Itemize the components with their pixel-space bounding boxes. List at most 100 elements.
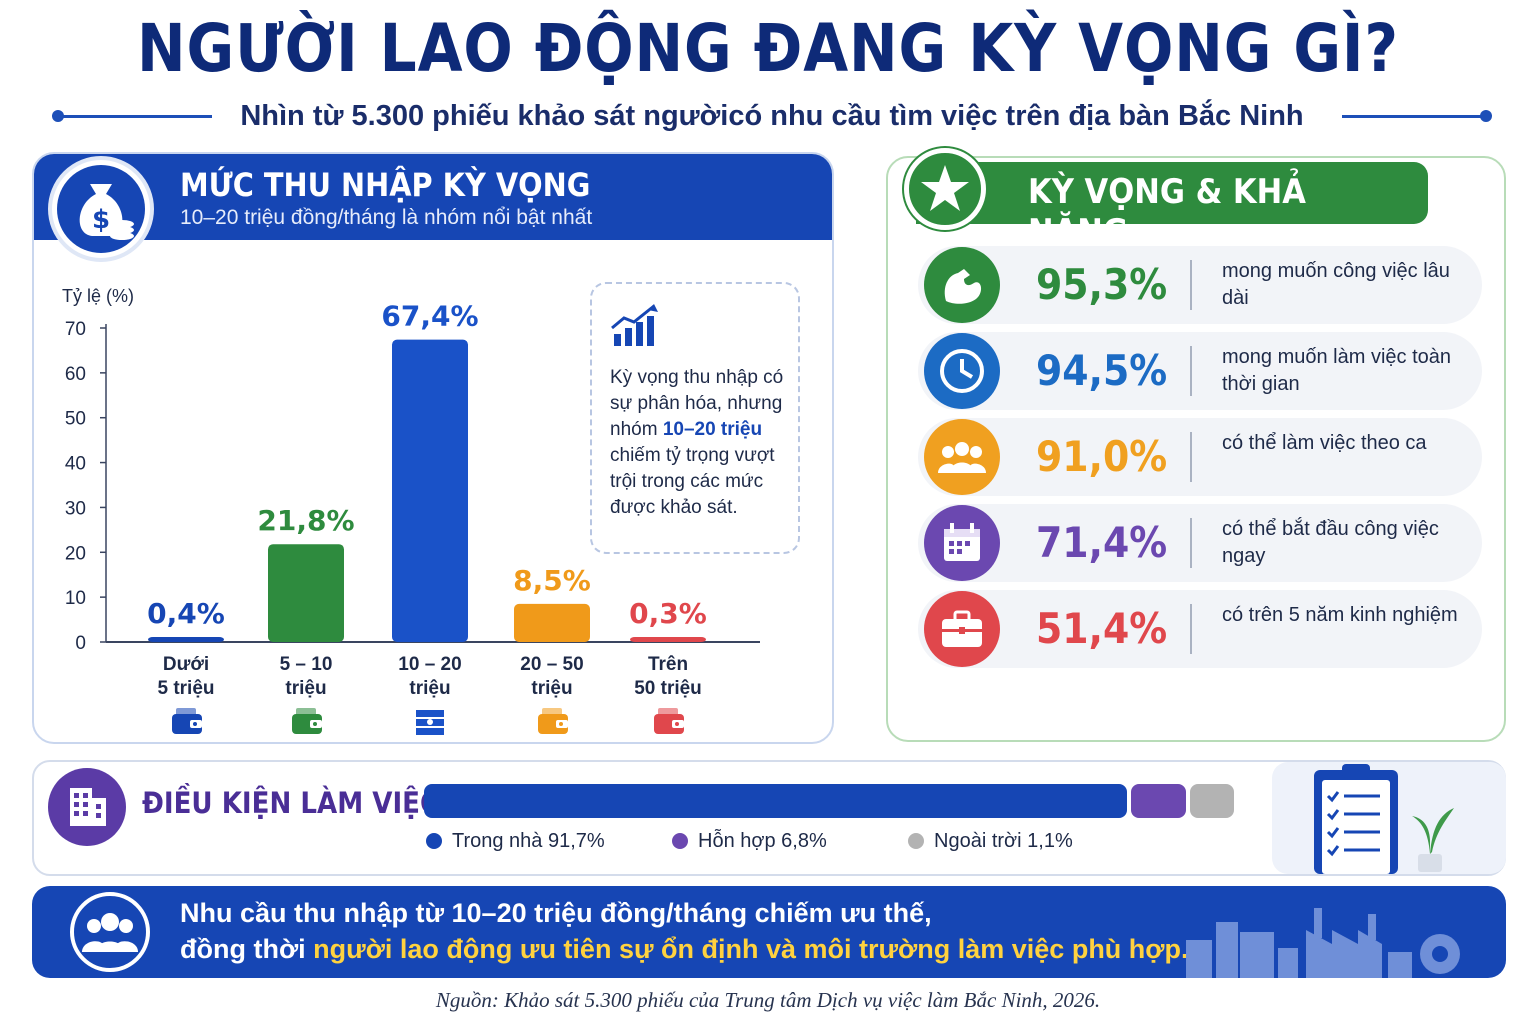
clock-icon xyxy=(924,333,1000,409)
conditions-segment-2 xyxy=(1190,784,1234,818)
expectation-divider xyxy=(1190,604,1192,654)
bar-value-label: 21,8% xyxy=(257,504,354,537)
subtitle-line-right xyxy=(1342,115,1484,118)
wallet-icon xyxy=(654,708,684,734)
income-title: MỨC THU NHẬP KỲ VỌNG xyxy=(180,166,591,204)
income-subtitle: 10–20 triệu đồng/tháng là nhóm nổi bật n… xyxy=(180,206,593,229)
expectations-title: KỲ VỌNG & KHẢ NĂNG xyxy=(1028,172,1306,252)
conclusion-line-2-highlight: người lao động ưu tiên sự ổn định và môi… xyxy=(313,934,1189,964)
expectation-value: 95,3% xyxy=(1036,260,1168,309)
trend-up-chart-icon xyxy=(611,304,658,346)
calendar-icon xyxy=(924,505,1000,581)
x-category-label: triệu xyxy=(285,678,326,699)
page-title: NGƯỜI LAO ĐỘNG ĐANG KỲ VỌNG GÌ? xyxy=(137,10,1399,87)
bar-3 xyxy=(514,603,590,642)
star-icon xyxy=(904,148,986,230)
bar-1 xyxy=(268,544,344,642)
subtitle-dot-right xyxy=(1480,110,1492,122)
x-category-label: Dưới xyxy=(163,654,209,675)
expectation-divider xyxy=(1190,346,1192,396)
expectations-panel: KỲ VỌNG & KHẢ NĂNG 95,3% mong muốn công v… xyxy=(886,148,1506,742)
expectations-ribbon: KỲ VỌNG & KHẢ NĂNG xyxy=(916,162,1428,252)
x-category-label: 5 triệu xyxy=(157,678,214,699)
conditions-title: ĐIỀU KIỆN LÀM VIỆC xyxy=(142,786,440,820)
source-note: Nguồn: Khảo sát 5.300 phiếu của Trung tâ… xyxy=(435,988,1101,1012)
bar-value-label: 0,4% xyxy=(147,597,225,630)
svg-text:$: $ xyxy=(92,205,110,235)
legend-swatch xyxy=(908,833,924,849)
y-tick-label: 40 xyxy=(65,454,86,475)
x-category-label: triệu xyxy=(531,678,572,699)
income-bar-chart: Tỷ lệ (%) 0 10 20 30 40 50 60 70 0,4% Dưới 5 triệu 2… xyxy=(62,286,760,735)
y-tick-label: 0 xyxy=(75,633,86,654)
legend-swatch xyxy=(672,833,688,849)
wallet-icon xyxy=(538,708,568,734)
expectation-divider xyxy=(1190,518,1192,568)
x-category-label: 50 triệu xyxy=(634,678,702,699)
income-panel: $ MỨC THU NHẬP KỲ VỌNG 10–20 triệu đồng/… xyxy=(32,152,834,744)
expectation-divider xyxy=(1190,260,1192,310)
insight-text-before: Kỳ vọng thu nhập có sự phân hóa, nhưng n… xyxy=(610,367,784,440)
conditions-segment-1 xyxy=(1131,784,1186,818)
expectation-label: có trên 5 năm kinh nghiệm xyxy=(1222,604,1458,626)
insight-text-after: chiếm tỷ trọng vượt trội trong các mức đ… xyxy=(610,445,775,518)
wallet-icon xyxy=(172,708,202,734)
city-skyline-icon xyxy=(1186,908,1460,978)
flexed-arm-icon xyxy=(924,247,1000,323)
people-icon xyxy=(70,892,150,972)
y-tick-label: 70 xyxy=(65,319,86,340)
expectation-value: 94,5% xyxy=(1036,346,1168,395)
conclusion-line-2: đồng thời người lao động ưu tiên sự ổn đ… xyxy=(180,934,1188,965)
insight-box: Kỳ vọng thu nhập có sự phân hóa, nhưng n… xyxy=(590,282,800,554)
conditions-segment-0 xyxy=(424,784,1128,818)
y-tick-label: 30 xyxy=(65,498,86,519)
cash-stack-icon xyxy=(416,710,444,735)
expectation-divider xyxy=(1190,432,1192,482)
income-header xyxy=(34,154,832,240)
expectation-row: 95,3% mong muốn công việc lâu dài xyxy=(918,246,1482,324)
conditions-stacked-bar xyxy=(424,784,1234,818)
bar-value-label: 67,4% xyxy=(381,300,478,333)
bar-4 xyxy=(630,637,706,642)
expectation-value: 71,4% xyxy=(1036,518,1168,567)
y-tick-label: 10 xyxy=(65,588,86,609)
conditions-legend-item: Hỗn hợp 6,8% xyxy=(672,830,827,853)
legend-label: Trong nhà 91,7% xyxy=(452,830,605,852)
conditions-legend-item: Ngoài trời 1,1% xyxy=(908,830,1073,853)
expectation-value: 91,0% xyxy=(1036,432,1168,481)
y-tick-label: 50 xyxy=(65,409,86,430)
expectation-label: có thể bắt đầu công việc ngay xyxy=(1222,518,1439,567)
expectation-value: 51,4% xyxy=(1036,604,1168,653)
expectation-row: 91,0% có thể làm việc theo ca xyxy=(918,418,1482,496)
x-category-label: triệu xyxy=(409,678,450,699)
legend-swatch xyxy=(426,833,442,849)
expectation-row: 94,5% mong muốn làm việc toàn thời gian xyxy=(918,332,1482,410)
y-tick-label: 60 xyxy=(65,364,86,385)
wallet-icon xyxy=(292,708,322,734)
x-category-label: 10 – 20 xyxy=(398,654,461,675)
page-subtitle: Nhìn từ 5.300 phiếu khảo sát ngườicó nhu… xyxy=(240,100,1304,132)
bar-value-label: 8,5% xyxy=(513,564,591,597)
y-tick-label: 20 xyxy=(65,543,86,564)
conditions-panel: ĐIỀU KIỆN LÀM VIỆC Trong nhà 91,7% Hỗn hợ… xyxy=(32,760,1506,876)
conclusion-banner: Nhu cầu thu nhập từ 10–20 triệu đồng/thá… xyxy=(32,886,1506,978)
bar-2 xyxy=(392,339,468,642)
expectation-label: mong muốn công việc lâu dài xyxy=(1222,260,1450,309)
bar-value-label: 0,3% xyxy=(629,597,707,630)
conditions-legend-item: Trong nhà 91,7% xyxy=(426,830,605,853)
legend-label: Hỗn hợp 6,8% xyxy=(698,830,827,852)
insight-highlight: 10–20 triệu xyxy=(662,419,763,440)
briefcase-icon xyxy=(924,591,1000,667)
expectation-row: 51,4% có trên 5 năm kinh nghiệm xyxy=(918,590,1482,668)
building-icon xyxy=(48,768,126,846)
subtitle-row: Nhìn từ 5.300 phiếu khảo sát ngườicó nhu… xyxy=(52,98,1492,134)
group-icon xyxy=(924,419,1000,495)
conclusion-line-1: Nhu cầu thu nhập từ 10–20 triệu đồng/thá… xyxy=(180,898,932,928)
clipboard-checklist-icon xyxy=(1272,762,1506,874)
money-bag-icon: $ xyxy=(48,156,154,262)
conclusion-line-2-prefix: đồng thời xyxy=(180,934,306,964)
x-category-label: 20 – 50 xyxy=(520,654,583,675)
expectation-label: mong muốn làm việc toàn thời gian xyxy=(1222,346,1452,395)
subtitle-dot-left xyxy=(52,110,64,122)
x-category-label: 5 – 10 xyxy=(280,654,333,675)
